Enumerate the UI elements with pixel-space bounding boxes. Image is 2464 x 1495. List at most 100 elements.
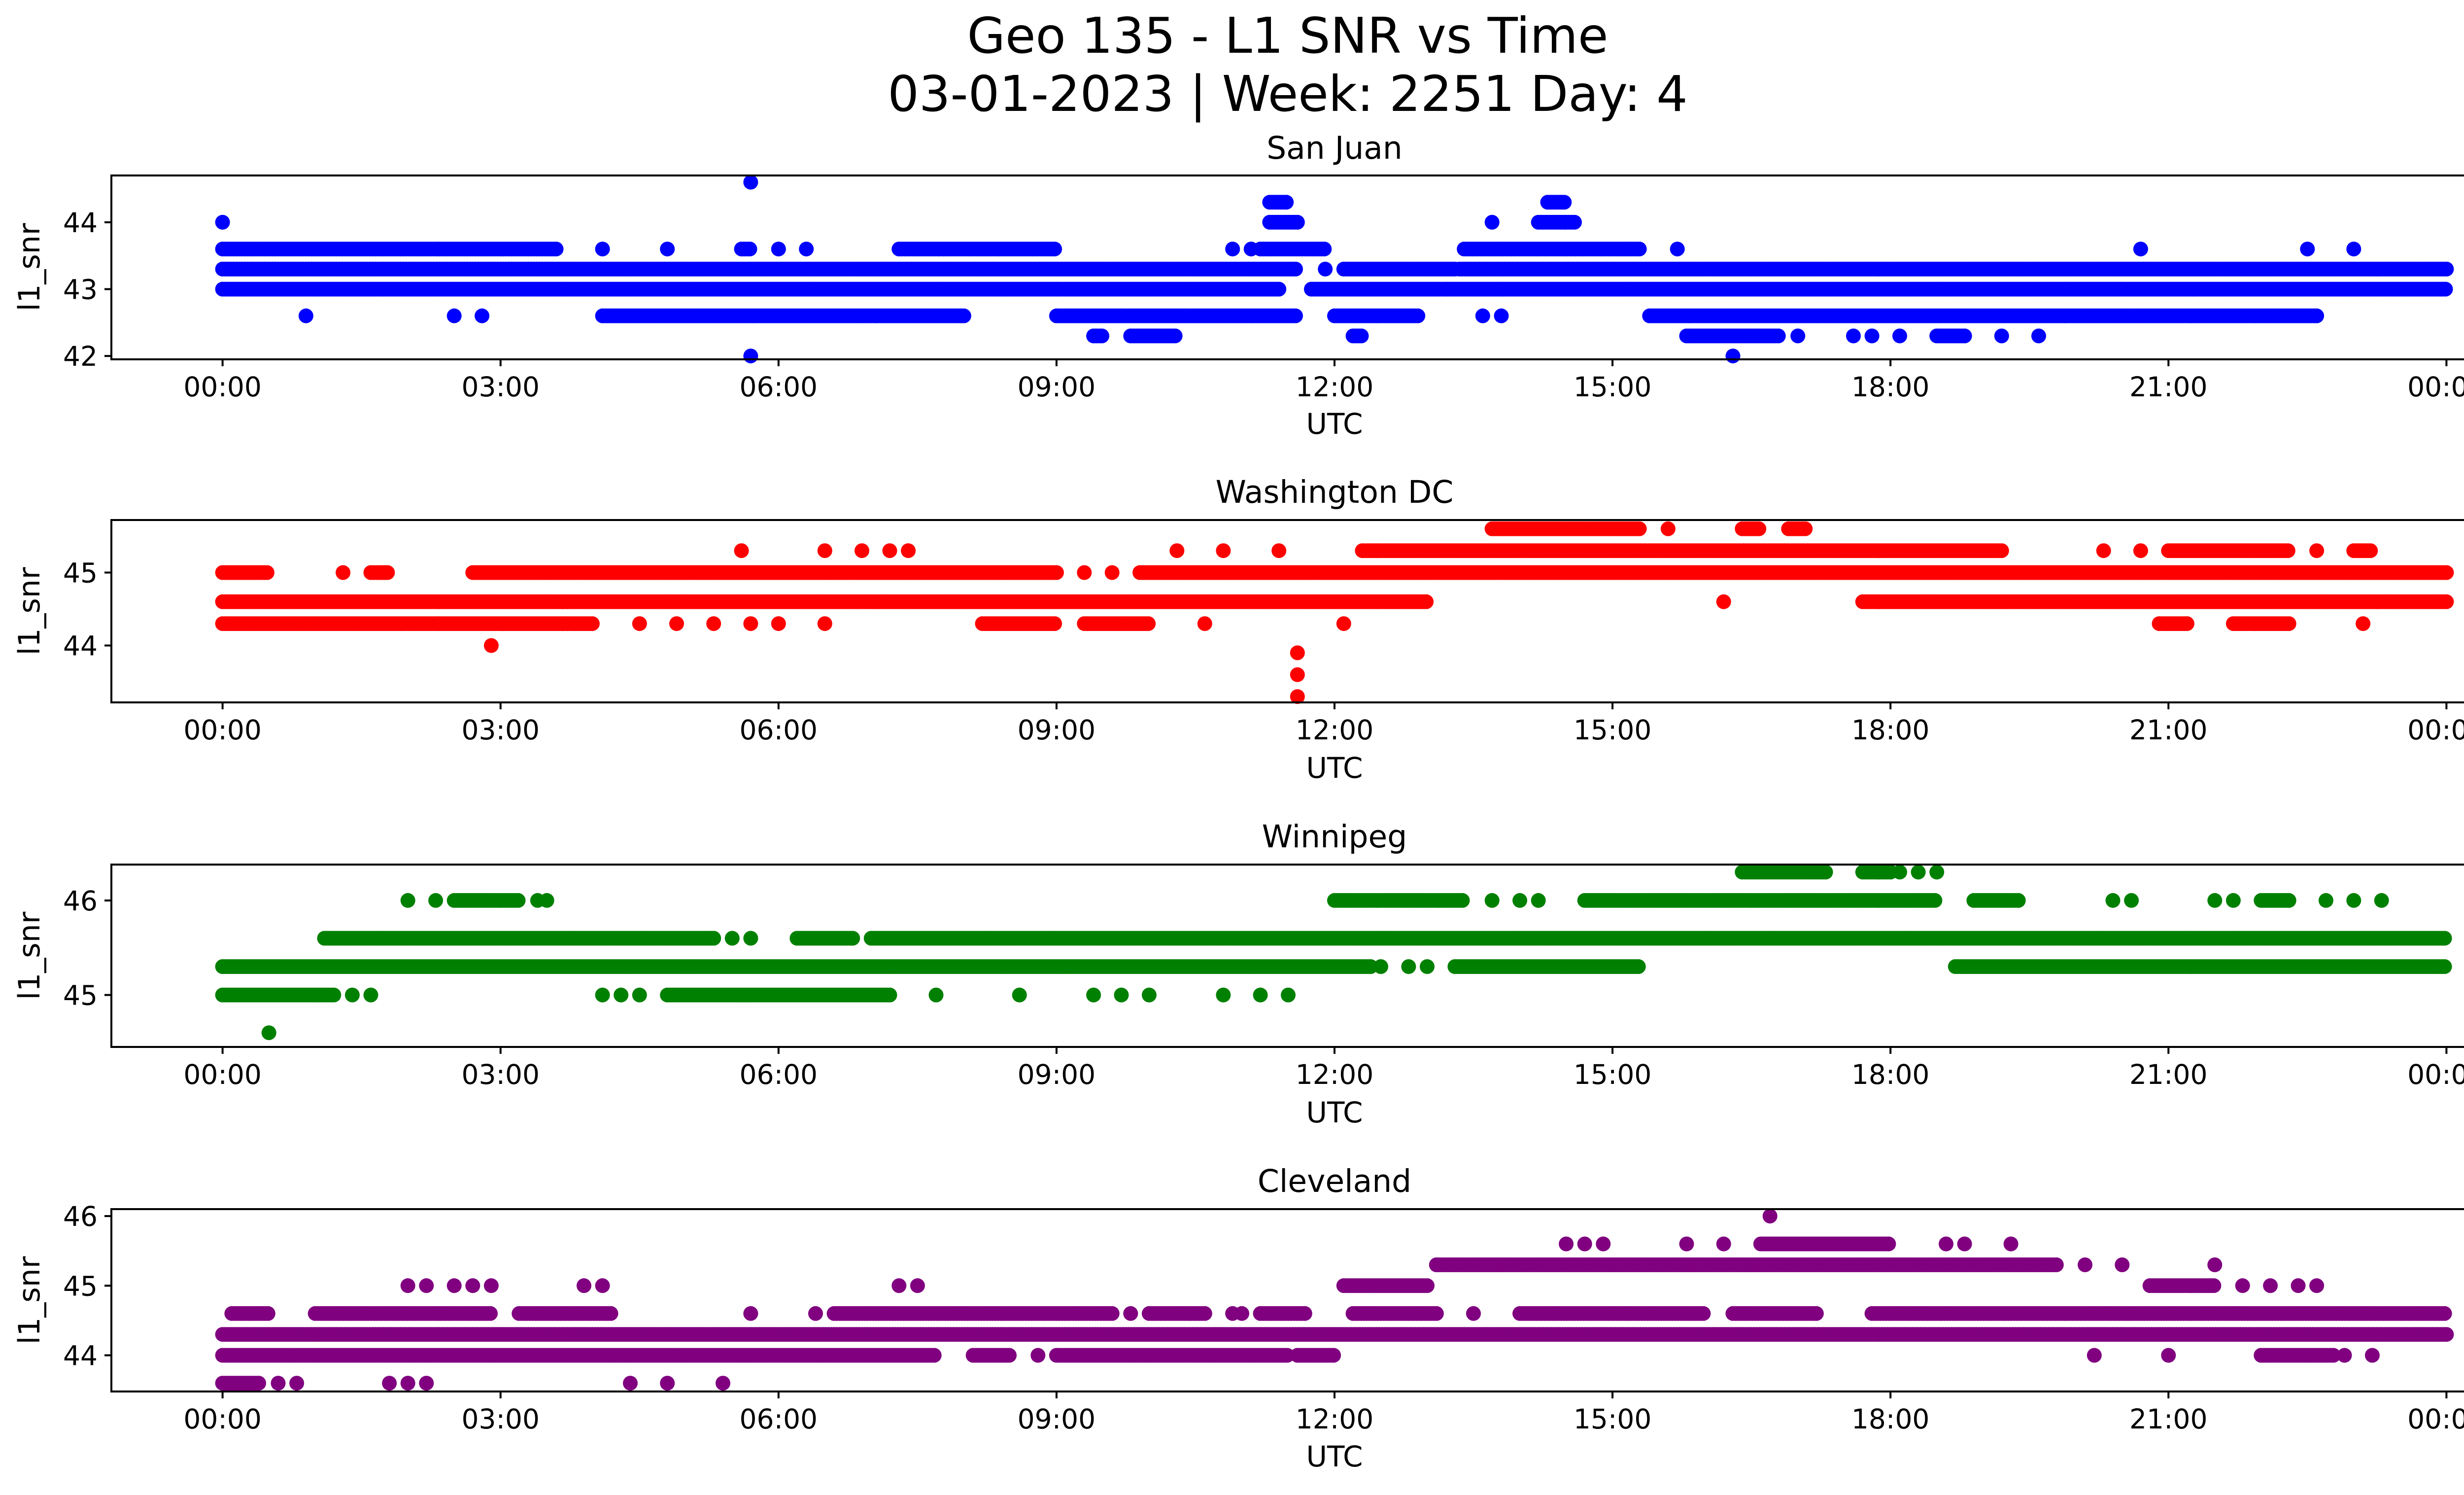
scatter-points xyxy=(215,174,2454,364)
scatter-point xyxy=(743,174,758,190)
scatter-point xyxy=(595,242,610,257)
scatter-point xyxy=(632,616,647,631)
y-tick-label: 44 xyxy=(63,207,98,239)
x-tick-label: 12:00 xyxy=(1296,371,1374,403)
scatter-point xyxy=(1419,594,1434,609)
x-tick-label: 21:00 xyxy=(2129,714,2208,746)
scatter-point xyxy=(1225,242,1240,257)
subplot-title: Washington DC xyxy=(1216,474,1454,510)
y-axis-label: l1_snr xyxy=(12,223,47,311)
x-tick-label: 03:00 xyxy=(461,714,540,746)
scatter-point xyxy=(2280,543,2295,558)
scatter-point xyxy=(817,616,832,631)
scatter-point xyxy=(2346,242,2361,257)
x-tick-label: 09:00 xyxy=(1018,371,1096,403)
x-axis: 00:00 03:00 06:00 09:00 12:00 15:00 18:00 21:00… xyxy=(183,702,2464,746)
x-tick-label: 18:00 xyxy=(1851,714,1930,746)
scatter-point xyxy=(2309,543,2325,558)
scatter-point xyxy=(1271,281,1287,297)
scatter-point xyxy=(215,214,230,230)
y-axis-label: l1_snr xyxy=(12,567,47,655)
scatter-point xyxy=(584,616,600,631)
x-tick-label: 18:00 xyxy=(1851,371,1930,403)
scatter-point xyxy=(1567,214,1582,230)
figure-title-line1: Geo 135 - L1 SNR vs Time xyxy=(967,7,1608,65)
scatter-point xyxy=(734,543,749,558)
scatter-point xyxy=(1271,543,1287,558)
scatter-point xyxy=(669,616,684,631)
scatter-point xyxy=(1290,645,1305,661)
scatter-point xyxy=(2031,328,2046,344)
x-axis: 00:00 03:00 06:00 09:00 12:00 15:00 18:00 21:00… xyxy=(183,359,2464,403)
scatter-point xyxy=(1047,616,1062,631)
scatter-point xyxy=(1631,959,1646,974)
scatter-point xyxy=(1475,308,1490,323)
subplot-washington-dc: Washington DC 00:00 03:00 06:00 09:00 12:00 1… xyxy=(12,474,2464,785)
scatter-point xyxy=(1632,242,1647,257)
scatter-points xyxy=(215,521,2454,704)
scatter-point xyxy=(1994,328,2009,344)
x-axis-label: UTC xyxy=(1306,751,1363,785)
scatter-point xyxy=(706,616,721,631)
subplot-winnipeg: Winnipeg 00:00 03:00 06:00 09:00 12:00 15:00 1… xyxy=(12,819,2464,1129)
scatter-point xyxy=(1660,521,1676,536)
scatter-point xyxy=(2096,543,2111,558)
scatter-point xyxy=(475,308,490,323)
y-tick-label: 43 xyxy=(63,274,98,306)
scatter-point xyxy=(259,565,274,580)
scatter-point xyxy=(771,242,786,257)
scatter-point xyxy=(1288,308,1303,323)
x-axis-label: UTC xyxy=(1306,407,1363,441)
scatter-point xyxy=(1790,328,1806,344)
scatter-point xyxy=(817,543,832,558)
scatter-point xyxy=(956,308,971,323)
scatter-point xyxy=(1771,328,1786,344)
subplot-title: San Juan xyxy=(1266,130,1403,166)
scatter-point xyxy=(1336,616,1351,631)
x-tick-label: 06:00 xyxy=(740,371,818,403)
scatter-point xyxy=(1290,214,1305,230)
scatter-point xyxy=(1095,328,1109,344)
scatter-point xyxy=(1846,328,1861,344)
scatter-point xyxy=(1632,521,1647,536)
scatter-point xyxy=(1751,521,1767,536)
scatter-point xyxy=(1994,543,2009,558)
scatter-point xyxy=(2133,242,2148,257)
scatter-point xyxy=(1892,328,1907,344)
scatter-point xyxy=(1354,328,1369,344)
x-tick-label: 00:00 xyxy=(2407,714,2464,746)
scatter-point xyxy=(742,242,757,257)
scatter-point xyxy=(743,348,758,364)
x-tick-label: 15:00 xyxy=(1574,714,1652,746)
scatter-point xyxy=(1864,328,1880,344)
subplot-title: Winnipeg xyxy=(1262,819,1407,855)
scatter-point xyxy=(1716,594,1731,609)
scatter-point xyxy=(1288,261,1303,277)
scatter-point xyxy=(2281,616,2296,631)
scatter-point xyxy=(1216,543,1231,558)
scatter-point xyxy=(2438,281,2453,297)
x-tick-label: 09:00 xyxy=(1018,714,1096,746)
scatter-point xyxy=(1047,242,1062,257)
scatter-point xyxy=(799,242,814,257)
scatter-point xyxy=(1169,543,1185,558)
scatter-point xyxy=(1957,328,1972,344)
scatter-point xyxy=(1197,616,1212,631)
scatter-point xyxy=(2439,565,2454,580)
scatter-point xyxy=(483,638,499,653)
scatter-point xyxy=(1279,195,1294,210)
scatter-point xyxy=(660,242,675,257)
scatter-point xyxy=(882,543,897,558)
scatter-point xyxy=(446,308,462,323)
scatter-point xyxy=(548,242,564,257)
scatter-point xyxy=(2439,261,2454,277)
scatter-point xyxy=(336,565,351,580)
x-tick-label: 12:00 xyxy=(1296,714,1374,746)
x-tick-label: 21:00 xyxy=(2129,371,2208,403)
x-tick-label: 00:00 xyxy=(183,371,262,403)
scatter-point xyxy=(1243,242,1259,257)
scatter-point xyxy=(1167,328,1183,344)
scatter-point xyxy=(1317,242,1332,257)
